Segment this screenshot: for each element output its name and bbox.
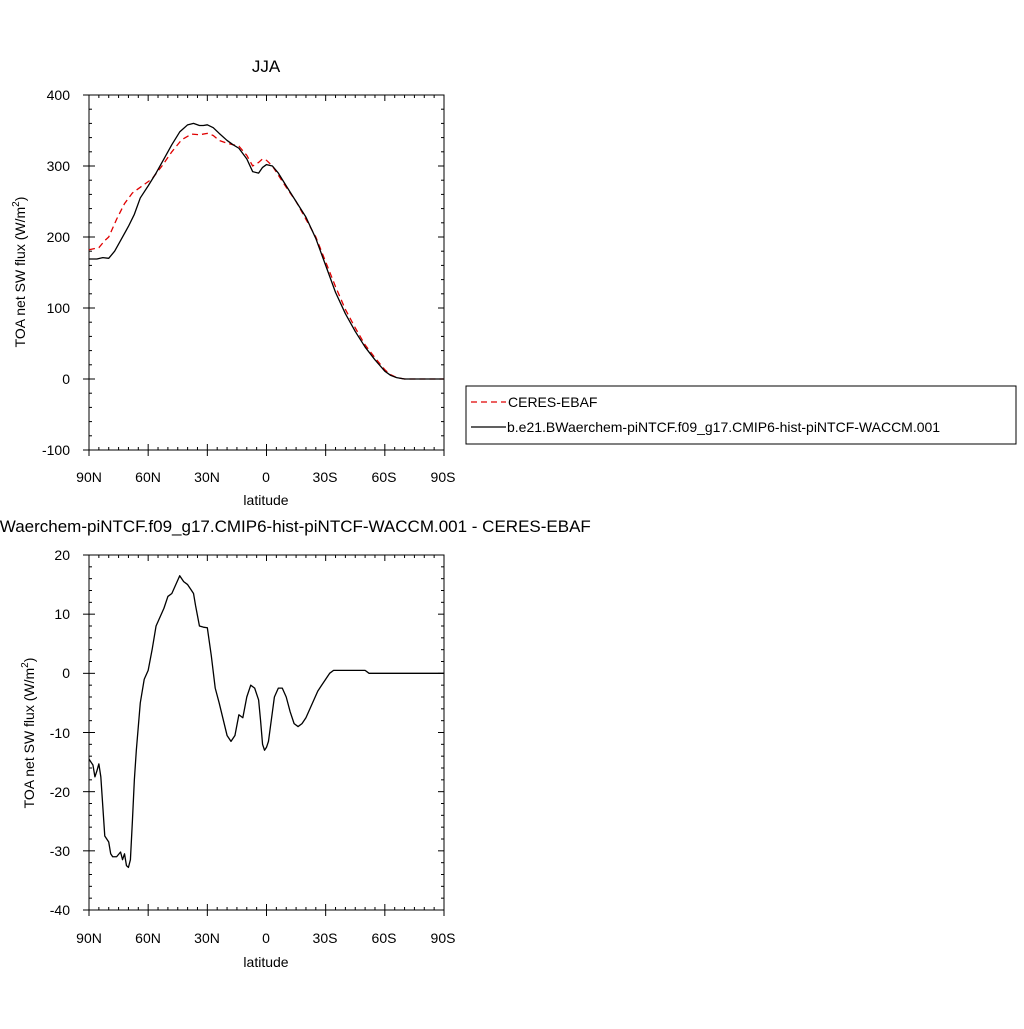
y-axis-label-top: TOA net SW flux (W/m2) xyxy=(11,197,28,348)
legend-label-model: b.e21.BWaerchem-piNTCF.f09_g17.CMIP6-his… xyxy=(507,419,940,435)
x-tick-label: 90S xyxy=(431,930,456,946)
x-tick-label: 90N xyxy=(76,469,102,485)
y-axis-label-close: ) xyxy=(21,658,37,663)
panel-top: JJA -100 0 100 200 300 400 90N 60N 30N 0… xyxy=(11,57,455,508)
y-tick-label: -40 xyxy=(50,902,70,918)
x-tick-label: 30S xyxy=(313,469,338,485)
y-axis-label-superscript: 2 xyxy=(11,201,22,207)
x-tick-label: 0 xyxy=(262,930,270,946)
plot-frame-bottom xyxy=(88,554,445,911)
x-tick-labels-bottom: 90N 60N 30N 0 30S 60S 90S xyxy=(76,930,455,946)
y-tick-label: 300 xyxy=(47,158,71,174)
y-axis-label-text: TOA net SW flux (W/m xyxy=(12,207,28,348)
y-tick-label: 10 xyxy=(54,606,70,622)
legend: CERES-EBAF b.e21.BWaerchem-piNTCF.f09_g1… xyxy=(465,385,1017,445)
y-tick-label: 0 xyxy=(62,371,70,387)
y-tick-label: -30 xyxy=(50,843,70,859)
legend-box xyxy=(465,385,1017,445)
x-tick-label: 90N xyxy=(76,930,102,946)
x-tick-label: 90S xyxy=(431,469,456,485)
y-axis-label-bottom: TOA net SW flux (W/m2) xyxy=(20,658,37,809)
y-tick-label: -100 xyxy=(42,442,70,458)
series-layer-bottom xyxy=(88,575,444,869)
x-tick-label: 30N xyxy=(194,469,220,485)
y-tick-label: 20 xyxy=(54,547,70,563)
x-tick-label: 60N xyxy=(135,930,161,946)
y-tick-label: 400 xyxy=(47,87,71,103)
y-axis-label-close: ) xyxy=(12,197,28,202)
x-axis-label-bottom: latitude xyxy=(243,954,288,970)
y-tick-label: 200 xyxy=(47,229,71,245)
y-tick-label: -10 xyxy=(50,725,70,741)
series-layer-top xyxy=(88,122,444,380)
series-line-difference xyxy=(88,575,444,869)
y-tick-labels-top: -100 0 100 200 300 400 xyxy=(42,87,70,458)
plot-frame-top xyxy=(88,94,445,451)
panel-bottom: b.e21.BWaerchem-piNTCF.f09_g17.CMIP6-his… xyxy=(0,517,591,970)
axis-ticks-bottom xyxy=(83,554,445,916)
chart-title-bottom: b.e21.BWaerchem-piNTCF.f09_g17.CMIP6-his… xyxy=(0,517,591,536)
y-tick-label: 0 xyxy=(62,665,70,681)
x-tick-label: 60N xyxy=(135,469,161,485)
x-tick-label: 60S xyxy=(372,469,397,485)
series-line-ceres xyxy=(88,132,444,380)
x-tick-label: 30S xyxy=(313,930,338,946)
axis-ticks-top xyxy=(83,94,445,456)
y-axis-label-superscript: 2 xyxy=(20,662,31,668)
x-tick-label: 0 xyxy=(262,469,270,485)
x-tick-label: 30N xyxy=(194,930,220,946)
x-axis-label-top: latitude xyxy=(243,492,288,508)
y-tick-label: -20 xyxy=(50,784,70,800)
x-tick-label: 60S xyxy=(372,930,397,946)
x-tick-labels-top: 90N 60N 30N 0 30S 60S 90S xyxy=(76,469,455,485)
legend-label-ceres: CERES-EBAF xyxy=(508,394,597,410)
y-tick-labels-bottom: -40 -30 -20 -10 0 10 20 xyxy=(50,547,70,918)
y-axis-label-text: TOA net SW flux (W/m xyxy=(21,668,37,809)
y-tick-label: 100 xyxy=(47,300,71,316)
chart-title-top: JJA xyxy=(252,57,281,76)
series-line-model xyxy=(89,122,444,380)
